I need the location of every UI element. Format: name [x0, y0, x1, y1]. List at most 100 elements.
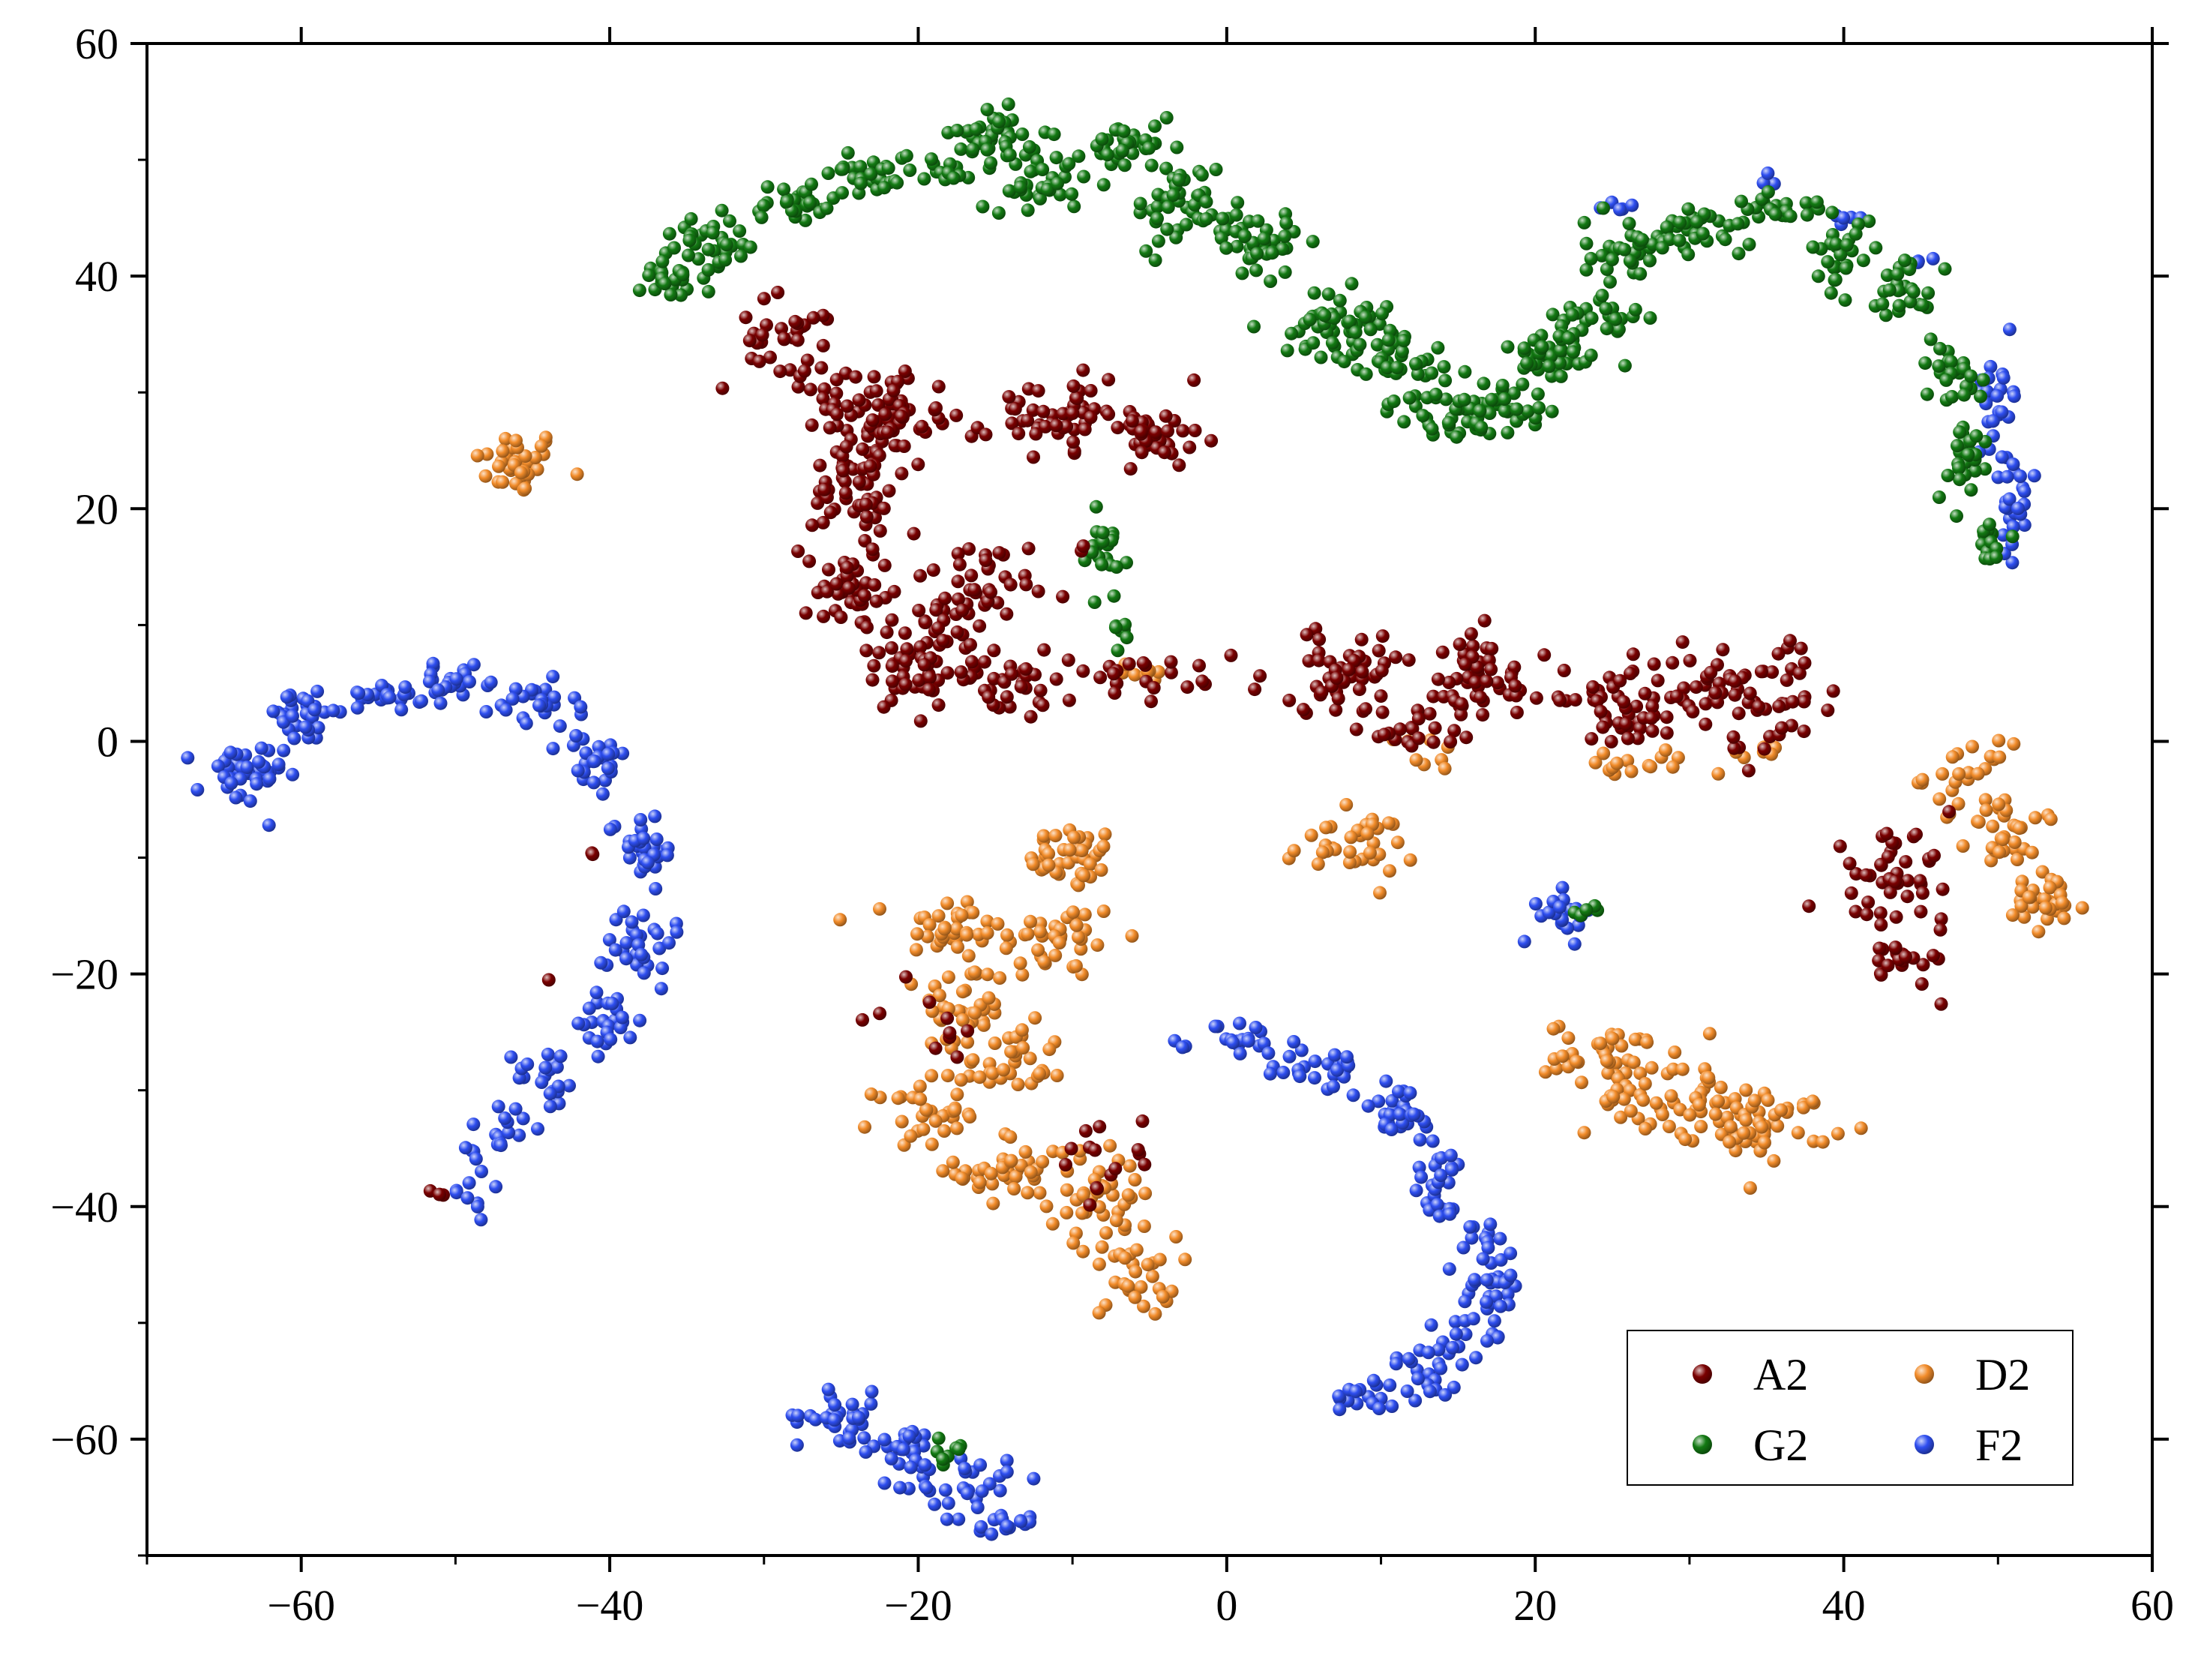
point-d2: [1993, 750, 2007, 764]
legend-label: F2: [1975, 1420, 2023, 1470]
point-f2: [864, 1396, 878, 1411]
point-a2: [1537, 648, 1552, 662]
point-g2: [1554, 369, 1568, 383]
point-f2: [958, 1462, 972, 1475]
point-d2: [1555, 1049, 1570, 1064]
point-f2: [1984, 359, 1998, 374]
point-a2: [1485, 641, 1499, 656]
point-g2: [1306, 235, 1320, 249]
point-d2: [1617, 1092, 1631, 1106]
point-d2: [873, 902, 886, 916]
point-f2: [893, 1480, 907, 1495]
point-d2: [1621, 754, 1635, 768]
point-g2: [1170, 140, 1184, 154]
point-a2: [1765, 665, 1780, 680]
point-a2: [1070, 392, 1084, 406]
point-d2: [1639, 1122, 1652, 1136]
point-a2: [1078, 1124, 1093, 1138]
point-d2: [478, 469, 493, 483]
point-d2: [1577, 1126, 1591, 1140]
point-g2: [777, 182, 791, 196]
point-d2: [1546, 1022, 1561, 1036]
point-a2: [1468, 675, 1483, 689]
point-d2: [976, 1018, 991, 1032]
point-a2: [898, 364, 912, 378]
point-d2: [1319, 820, 1333, 835]
point-f2: [1287, 1035, 1301, 1048]
point-d2: [1077, 868, 1091, 883]
point-a2: [1049, 418, 1063, 433]
point-a2: [1704, 665, 1718, 680]
point-g2: [1279, 216, 1294, 230]
point-f2: [1465, 1231, 1479, 1245]
point-d2: [1075, 844, 1089, 858]
point-d2: [984, 1166, 998, 1180]
x-tick-label: −20: [884, 1581, 952, 1630]
point-g2: [1053, 188, 1067, 202]
point-g2: [1150, 212, 1164, 226]
point-d2: [1711, 766, 1726, 781]
point-a2: [813, 458, 827, 472]
point-f2: [1434, 1361, 1448, 1376]
point-g2: [1976, 373, 1990, 387]
point-a2: [1349, 722, 1363, 736]
point-a2: [1195, 674, 1210, 688]
point-d2: [925, 1137, 939, 1151]
point-d2: [937, 922, 952, 936]
point-a2: [1699, 717, 1713, 731]
point-f2: [474, 1213, 488, 1227]
point-a2: [1248, 682, 1262, 697]
point-g2: [1148, 119, 1162, 134]
point-f2: [1333, 1402, 1347, 1417]
point-f2: [852, 1411, 865, 1424]
point-a2: [1312, 632, 1327, 646]
point-f2: [543, 1100, 557, 1114]
point-f2: [1385, 1400, 1399, 1413]
point-g2: [1939, 373, 1954, 387]
point-g2: [1087, 596, 1102, 609]
point-f2: [484, 675, 498, 689]
point-f2: [589, 986, 604, 1000]
point-g2: [1065, 187, 1079, 201]
point-d2: [1060, 1183, 1074, 1197]
point-a2: [1626, 647, 1640, 662]
point-a2: [1002, 390, 1016, 404]
point-a2: [1881, 958, 1895, 973]
point-g2: [1111, 644, 1125, 658]
point-g2: [966, 142, 980, 157]
point-a2: [1874, 918, 1888, 932]
point-f2: [310, 684, 325, 698]
point-f2: [660, 848, 674, 862]
point-d2: [1538, 1065, 1552, 1079]
point-f2: [458, 1141, 472, 1155]
point-g2: [1982, 518, 1996, 532]
point-d2: [1966, 740, 1979, 754]
point-f2: [623, 1030, 637, 1045]
point-d2: [904, 1129, 918, 1143]
point-g2: [1348, 326, 1363, 339]
point-g2: [835, 186, 849, 200]
point-f2: [543, 1087, 557, 1101]
point-g2: [1950, 509, 1963, 524]
point-g2: [1579, 903, 1594, 917]
point-a2: [1282, 693, 1297, 707]
point-f2: [845, 1397, 859, 1412]
point-f2: [1491, 1330, 1505, 1345]
point-a2: [742, 334, 757, 348]
point-a2: [1000, 690, 1014, 704]
point-a2: [1039, 419, 1053, 434]
point-d2: [1063, 843, 1077, 857]
point-d2: [1683, 1108, 1697, 1122]
point-d2: [514, 466, 528, 480]
point-a2: [1484, 662, 1498, 676]
point-d2: [1640, 1035, 1654, 1049]
point-a2: [1802, 899, 1816, 914]
point-a2: [1066, 435, 1081, 449]
point-g2: [1117, 158, 1132, 172]
point-a2: [1031, 384, 1045, 398]
point-d2: [492, 459, 505, 473]
point-a2: [1786, 694, 1800, 709]
point-a2: [1372, 644, 1386, 658]
point-f2: [1504, 1246, 1518, 1261]
point-f2: [603, 822, 617, 836]
